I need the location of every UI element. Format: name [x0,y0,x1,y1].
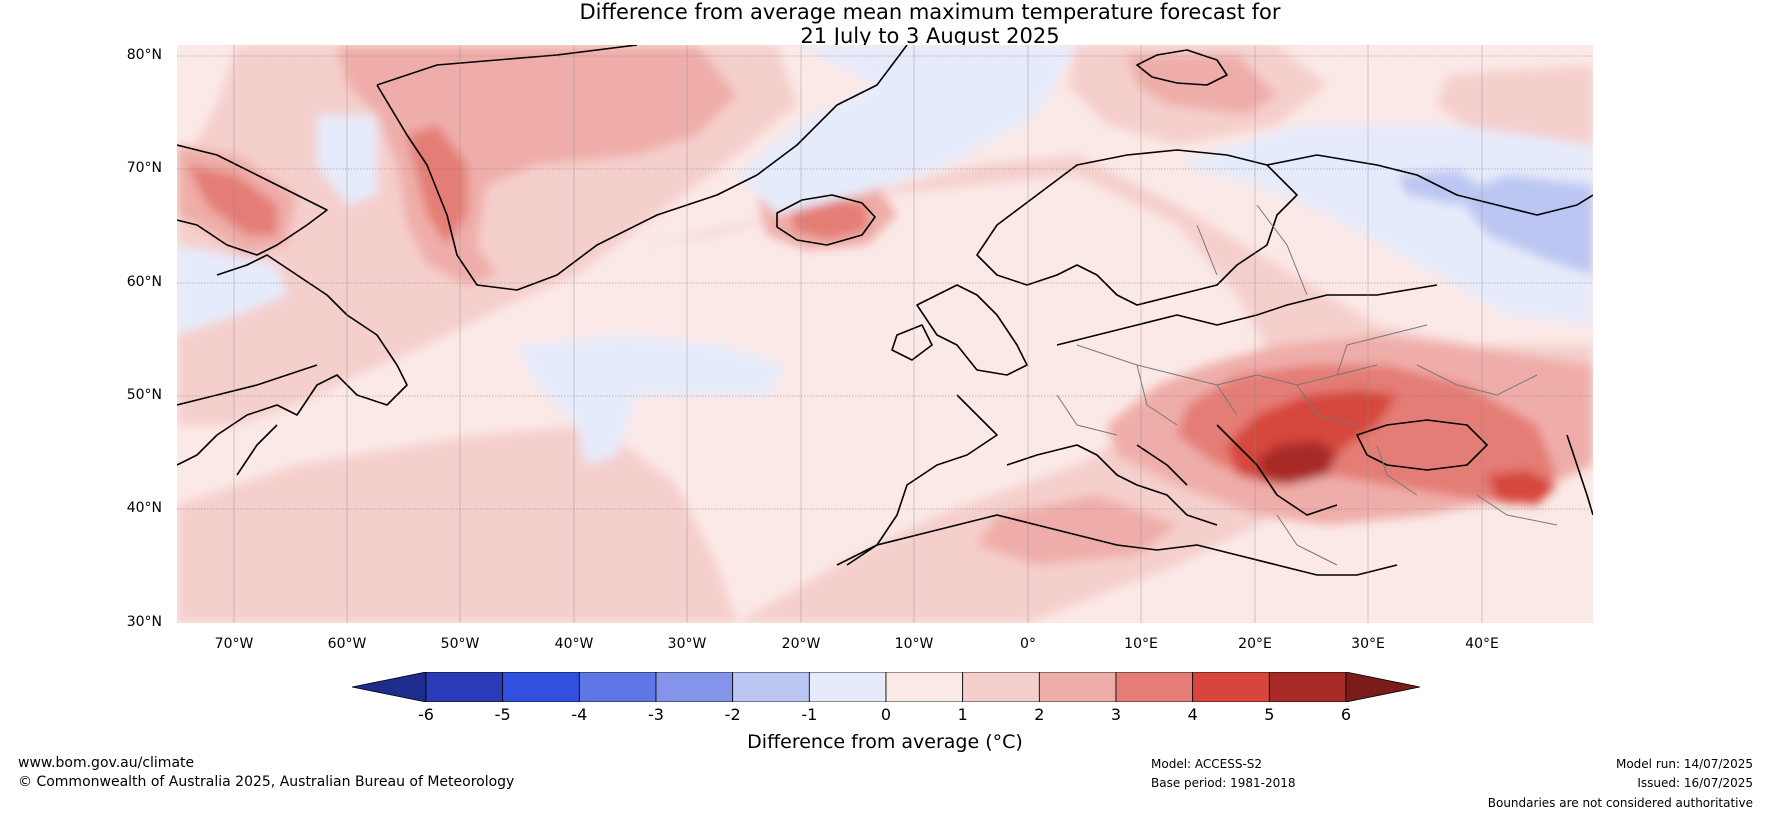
anomaly-band-1to2-south [177,425,737,623]
anomaly-band-neg1to0-arctic [737,45,1077,215]
colorbar-tick-label: -2 [724,705,741,724]
meridians [233,45,1483,623]
lat-label-80n: 80°N [126,47,162,63]
footer-disclaimer: Boundaries are not considered authoritat… [1487,796,1753,810]
colorbar-tick-label: 0 [880,705,892,724]
lat-label-60n: 60°N [126,274,162,290]
colorbar-tick-label: 3 [1110,705,1122,724]
baffin-coast [177,144,328,256]
lat-label-30n: 30°N [126,614,162,630]
anomaly-band-3to4-greenland [407,125,467,245]
anomaly-band-4to5-caucasus [1487,470,1557,505]
footer-issued: Issued: 16/07/2025 [1637,776,1753,790]
colorbar-cell [425,672,504,702]
colorbar-tick-label: -5 [494,705,511,724]
europe-coast [846,284,1438,566]
footer-model-run: Model run: 14/07/2025 [1615,757,1753,771]
temperature-anomaly-map [177,45,1593,623]
colorbar [352,672,1420,702]
footer-website: www.bom.gov.au/climate [18,755,195,771]
russia-arctic-coast [1266,154,1593,216]
anomaly-band-2to3-med [977,495,1177,565]
country-borders [1056,204,1558,566]
colorbar-cell [732,672,810,702]
anomaly-band-neg1to0-atlantic [517,335,787,465]
colorbar-tick-label: -1 [801,705,818,724]
north-africa-coast [836,514,1398,576]
svalbard-coast [1136,49,1228,86]
colorbar-cell [808,672,887,702]
colorbar-cell [502,672,580,702]
colorbar-cell [885,672,964,702]
lon-label-10w: 10°W [894,636,934,652]
colorbar-tick-label: 5 [1264,705,1275,724]
coastlines [177,45,1593,576]
lon-label-60w: 60°W [327,636,367,652]
map-title: Difference from average mean maximum tem… [0,0,1770,48]
lon-label-20e: 20°E [1238,636,1272,652]
title-line-2: 21 July to 3 August 2025 [800,24,1060,48]
anomaly-band-neg1to0-labrador [177,245,287,335]
colorbar-tick-label: -6 [418,705,434,724]
uk-ireland-coast [891,284,1028,376]
footer-model: Model: ACCESS-S2 [1151,757,1263,771]
colorbar-cell [578,672,657,702]
lon-label-70w: 70°W [214,636,254,652]
colorbar-cell [1192,672,1270,702]
lon-label-10e: 10°E [1124,636,1158,652]
lon-label-40w: 40°W [554,636,594,652]
colorbar-tick-label: 1 [957,705,968,724]
anomaly-band-5to6-balkans [1257,440,1337,485]
lon-label-30e: 30°E [1351,636,1385,652]
lon-label-30w: 30°W [667,636,707,652]
anomaly-band-3to4-baffin [187,165,277,235]
lon-label-20w: 20°W [781,636,821,652]
lat-label-40n: 40°N [126,500,162,516]
lat-label-70n: 70°N [126,160,162,176]
caspian-coast [1566,434,1593,516]
footer-base-period: Base period: 1981-2018 [1151,776,1296,790]
greenland-coast [376,45,908,291]
iceland-coast [776,194,876,246]
lat-label-50n: 50°N [126,387,162,403]
border-lines [1056,204,1558,566]
black-sea-coast [1356,419,1488,471]
colorbar-cell [1115,672,1194,702]
lon-label-0: 0° [1020,636,1036,652]
title-line-1: Difference from average mean maximum tem… [579,0,1281,24]
colorbar-title: Difference from average (°C) [747,731,1023,753]
anomaly-band-neg1to0-russia [1177,125,1593,325]
scandinavia-coast [976,149,1298,306]
colorbar-tick-label: 6 [1340,705,1352,724]
north-america-east-coast [177,364,318,476]
colorbar-extend-low [352,672,427,702]
colorbar-tick-label: 4 [1187,705,1198,724]
colorbar-cell [655,672,734,702]
lon-label-50w: 50°W [440,636,480,652]
colorbar-cell [962,672,1040,702]
footer-copyright: © Commonwealth of Australia 2025, Austra… [18,774,515,790]
anomaly-shading [177,45,1593,623]
colorbar-cell [1268,672,1347,702]
colorbar-extend-high [1345,672,1420,702]
colorbar-cell [1038,672,1117,702]
colorbar-tick-label: 2 [1034,705,1045,724]
anomaly-band-neg2to-1-russia [1457,175,1593,275]
labrador-coast [177,254,408,466]
colorbar-tick-label: -3 [648,705,664,724]
colorbar-tick-label: -4 [571,705,588,724]
graticule [177,55,1593,510]
lon-label-40e: 40°E [1465,636,1499,652]
